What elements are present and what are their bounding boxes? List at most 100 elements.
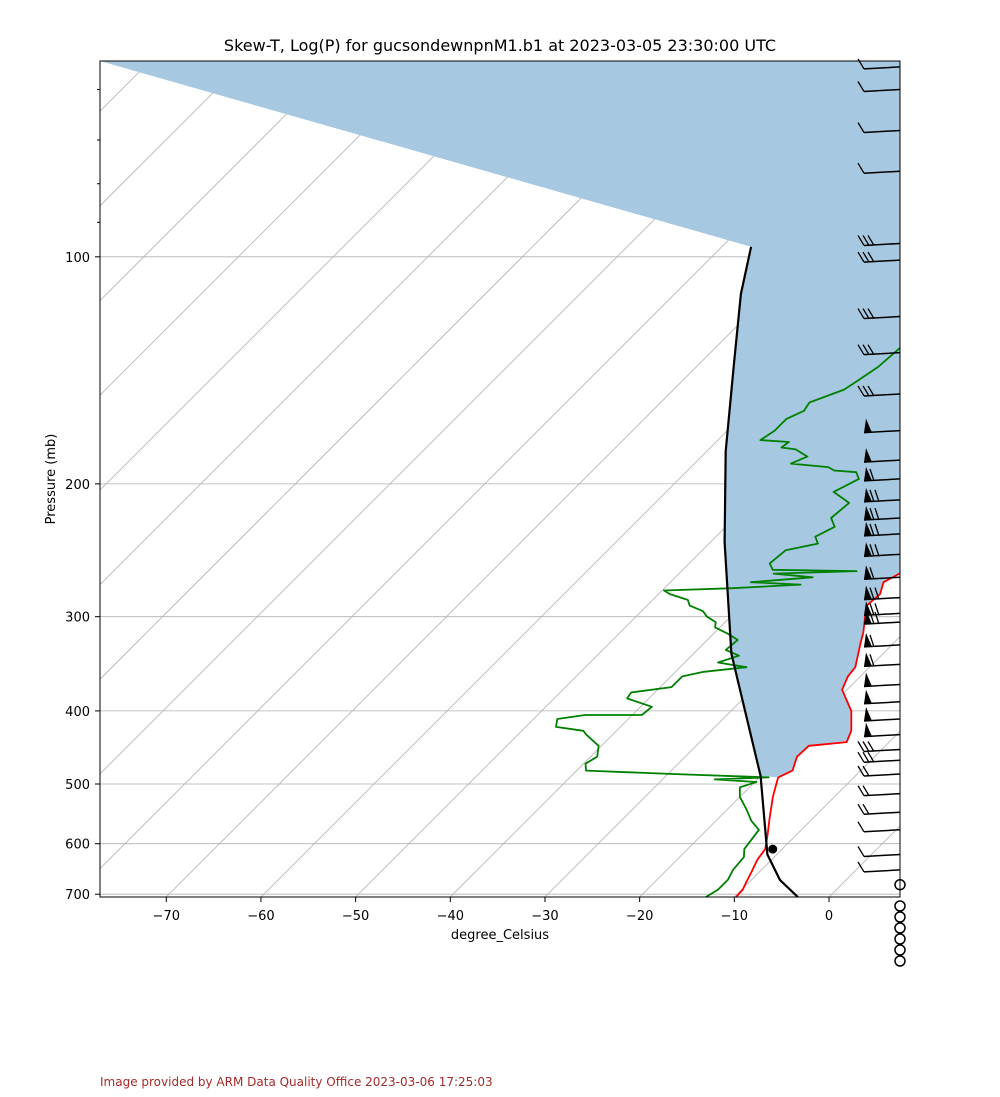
barb-feather: [874, 507, 880, 521]
barb-feather: [869, 468, 875, 482]
wind-barb: [863, 689, 901, 705]
barb-feather: [869, 507, 875, 521]
lcl-marker: [768, 844, 778, 854]
barb-feather: [857, 58, 865, 70]
barb-feather: [869, 544, 875, 557]
calm-circle: [894, 878, 906, 891]
wind-barb: [863, 610, 901, 625]
barb-feather: [869, 587, 875, 600]
wind-barb: [863, 487, 901, 503]
barb-pennant: [864, 632, 872, 647]
barb-feather: [862, 235, 870, 246]
barb-feather: [857, 741, 865, 752]
barb-pennant: [864, 585, 872, 600]
barb-feather: [857, 751, 865, 763]
y-tick-label: 700: [65, 888, 90, 903]
wind-barb: [863, 672, 901, 688]
x-tick-label: 0: [825, 909, 833, 924]
barb-feather: [857, 308, 865, 319]
barb-pennant: [864, 466, 872, 481]
barb-feather: [867, 251, 875, 263]
x-tick-label: −40: [437, 909, 464, 924]
wind-barb: [857, 785, 901, 797]
wind-barb: [863, 722, 901, 738]
barb-feather: [874, 603, 880, 616]
barb-shaft: [863, 792, 901, 797]
barb-shaft: [863, 66, 901, 70]
barb-shaft: [863, 773, 901, 777]
barb-shaft: [863, 759, 901, 763]
barb-feather: [857, 803, 865, 815]
barb-feather: [857, 122, 865, 133]
barb-pennant: [864, 542, 872, 557]
wind-barb: [857, 741, 901, 753]
barb-feather: [869, 634, 875, 648]
calm-circle: [894, 955, 906, 967]
isotherm-line: [544, 541, 900, 897]
profile-lines: [555, 246, 900, 897]
barb-feather: [869, 603, 875, 616]
barb-feather: [869, 523, 875, 537]
barb-pennant: [864, 706, 872, 721]
barb-shaft: [863, 829, 901, 833]
barb-feather: [867, 235, 875, 246]
cape-area: [100, 61, 900, 778]
y-tick-label: 200: [65, 478, 90, 493]
calm-circle: [894, 911, 906, 923]
isotherm-line: [100, 61, 340, 302]
barb-pennant: [864, 418, 872, 433]
isotherm-line: [100, 61, 530, 491]
wind-barb: [857, 81, 901, 93]
wind-barb: [857, 861, 901, 873]
barb-pennant: [864, 672, 872, 687]
wind-barb: [863, 448, 901, 463]
barb-feather: [857, 251, 865, 263]
y-tick-label: 600: [65, 838, 90, 853]
barb-feather: [862, 803, 870, 815]
x-tick-label: −70: [153, 909, 180, 924]
wind-barb: [857, 344, 901, 356]
wind-barb: [857, 58, 901, 70]
wind-barb: [863, 542, 901, 558]
isotherm-line: [100, 61, 246, 207]
barb-feather: [862, 785, 870, 797]
isotherm-line: [734, 730, 900, 897]
barb-feather: [867, 741, 875, 752]
barb-pennant: [864, 448, 872, 463]
x-tick-label: −30: [531, 909, 558, 924]
barb-shaft: [863, 315, 901, 320]
barb-pennant: [864, 610, 872, 625]
barb-feather: [857, 235, 865, 246]
x-axis-ticks: −70 −60 −50 −40 −30 −20 −10 0: [153, 897, 833, 924]
isotherm-line: [260, 257, 900, 897]
barb-pennant: [864, 722, 872, 737]
wind-barb: [863, 706, 901, 722]
isotherm-line: [100, 61, 719, 680]
barb-shaft: [863, 259, 901, 263]
barb-feather: [874, 544, 880, 557]
barb-feather: [874, 489, 880, 503]
dewpoint-line: [555, 346, 900, 897]
cape-shading: [100, 61, 900, 778]
wind-barb: [857, 308, 901, 320]
barb-pennant: [864, 652, 872, 667]
wind-barb: [863, 652, 901, 668]
temperature-line: [735, 572, 900, 897]
barb-shaft: [863, 748, 901, 753]
barb-feather: [862, 251, 870, 263]
barb-feather: [857, 81, 865, 92]
barb-shaft: [863, 393, 901, 397]
wind-barb: [857, 803, 901, 815]
calm-circle: [894, 900, 906, 912]
barb-feather: [867, 751, 875, 763]
wind-barb: [857, 162, 901, 174]
barb-feather: [867, 308, 875, 319]
barb-shaft: [863, 351, 901, 356]
barb-feather: [862, 344, 870, 356]
barb-pennant: [864, 565, 872, 580]
barb-shaft: [863, 869, 901, 873]
barb-feather: [862, 308, 870, 319]
wind-barb: [857, 251, 901, 263]
barb-feather: [857, 785, 865, 797]
